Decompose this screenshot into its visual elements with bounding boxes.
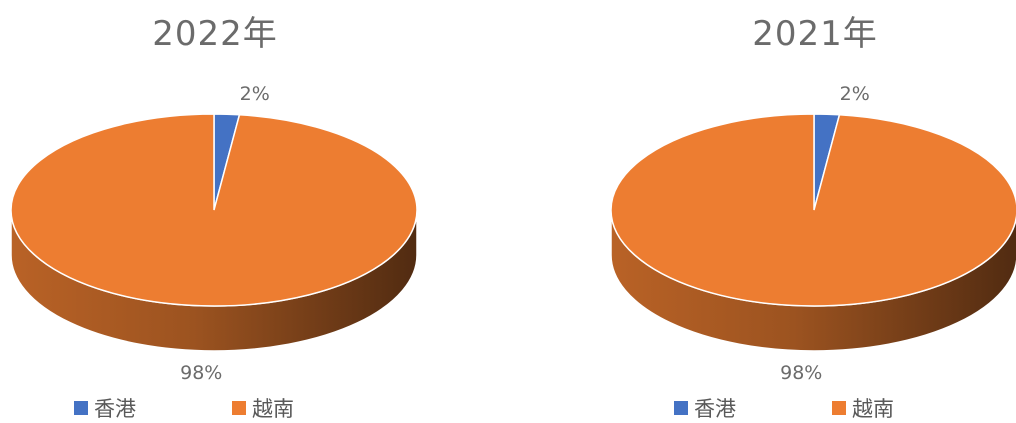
legend-item-hongkong[interactable]: 香港 <box>674 393 736 423</box>
legend-swatch-vietnam <box>832 401 846 415</box>
data-label-香港: 2% <box>840 83 870 105</box>
pie-chart-2021: 2021年 2% 98% 香港 越南 <box>600 0 1016 421</box>
legend-item-vietnam[interactable]: 越南 <box>232 393 294 423</box>
legend-swatch-hongkong <box>74 401 88 415</box>
chart-title: 2022年 <box>152 14 278 54</box>
data-label-香港: 2% <box>240 83 270 105</box>
legend-swatch-hongkong <box>674 401 688 415</box>
legend-item-vietnam[interactable]: 越南 <box>832 393 894 423</box>
pie-slice-越南[interactable] <box>10 113 418 307</box>
pie-slice-越南[interactable] <box>610 113 1016 307</box>
data-label-越南: 98% <box>780 362 822 384</box>
pie-chart-2022: 2022年 2% 98% 香港 越南 <box>0 0 430 421</box>
legend-label-vietnam: 越南 <box>252 397 294 421</box>
legend-label-hongkong: 香港 <box>94 397 136 421</box>
legend-label-vietnam: 越南 <box>852 397 894 421</box>
pie-canvas: 2% 98% <box>10 83 418 384</box>
pie-canvas: 2% 98% <box>610 83 1016 384</box>
legend-label-hongkong: 香港 <box>694 397 736 421</box>
legend-swatch-vietnam <box>232 401 246 415</box>
legend-item-hongkong[interactable]: 香港 <box>74 393 136 423</box>
chart-title: 2021年 <box>752 14 878 54</box>
data-label-越南: 98% <box>180 362 222 384</box>
